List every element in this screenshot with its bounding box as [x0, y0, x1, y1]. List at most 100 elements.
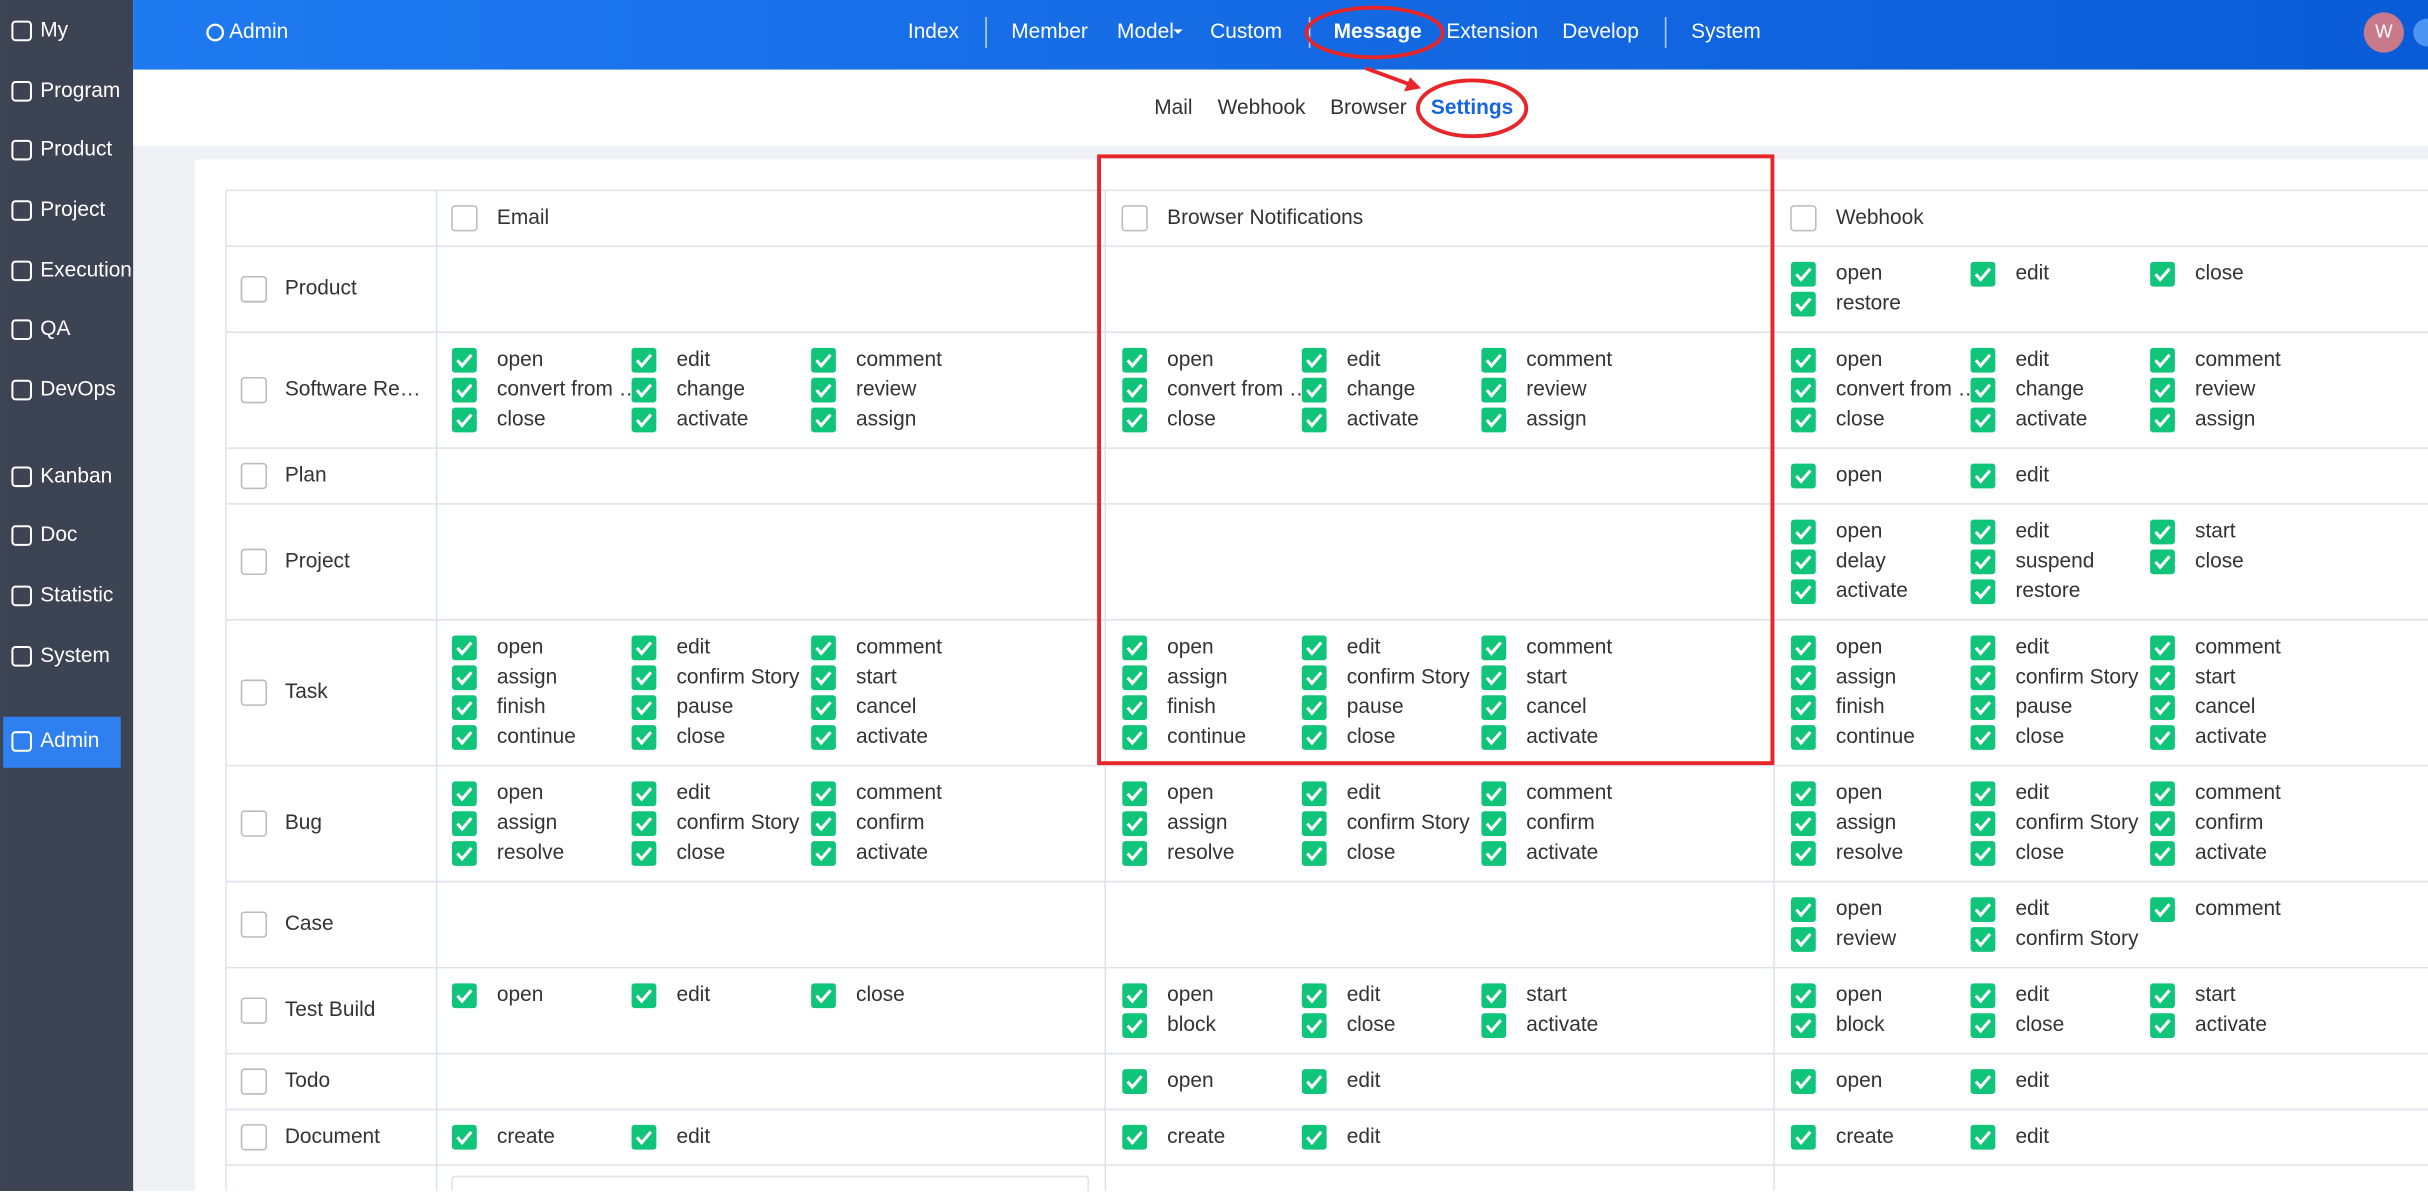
menu-item[interactable]: Program [40, 79, 120, 102]
checkbox[interactable] [1301, 1069, 1327, 1094]
checkbox[interactable] [631, 811, 657, 836]
subnav-item[interactable]: Webhook [1218, 96, 1306, 119]
checkbox[interactable] [1970, 1013, 1996, 1038]
checkbox[interactable] [1791, 1069, 1816, 1094]
menu-item[interactable]: Kanban [40, 464, 112, 487]
checkbox[interactable] [1791, 549, 1816, 575]
checkbox[interactable] [2150, 549, 2175, 575]
checkbox[interactable] [1301, 347, 1327, 373]
checkbox[interactable] [1481, 983, 1507, 1009]
checkbox[interactable] [452, 347, 477, 373]
checkbox[interactable] [1481, 811, 1507, 836]
nav-item[interactable]: Model [1117, 20, 1174, 43]
checkbox[interactable] [2150, 377, 2175, 403]
checkbox[interactable] [1970, 261, 1996, 287]
checkbox[interactable] [2150, 407, 2175, 433]
checkbox[interactable] [2150, 261, 2175, 287]
checkbox[interactable] [240, 1124, 268, 1151]
checkbox[interactable] [1301, 635, 1327, 661]
checkbox[interactable] [1481, 841, 1507, 866]
checkbox[interactable] [811, 781, 836, 807]
checkbox[interactable] [240, 997, 268, 1024]
checkbox[interactable] [1481, 725, 1507, 750]
checkbox[interactable] [811, 983, 836, 1009]
checkbox[interactable] [631, 695, 657, 721]
checkbox[interactable] [1970, 897, 1996, 923]
checkbox[interactable] [1791, 665, 1816, 691]
checkbox[interactable] [1791, 1124, 1816, 1150]
checkbox[interactable] [1970, 1124, 1996, 1150]
checkbox[interactable] [240, 810, 268, 837]
checkbox[interactable] [452, 841, 477, 866]
menu-item[interactable]: Product [40, 138, 112, 161]
checkbox[interactable] [1791, 635, 1816, 661]
checkbox[interactable] [1791, 407, 1816, 433]
checkbox[interactable] [1970, 347, 1996, 373]
avatar[interactable] [2363, 12, 2404, 53]
nav-item[interactable]: Index [908, 20, 960, 43]
checkbox[interactable] [631, 377, 657, 403]
checkbox[interactable] [1970, 983, 1996, 1009]
checkbox[interactable] [1122, 695, 1148, 721]
checkbox[interactable] [1970, 635, 1996, 661]
nav-item[interactable]: Develop [1562, 20, 1639, 43]
checkbox[interactable] [451, 205, 478, 232]
checkbox[interactable] [240, 1068, 268, 1095]
checkbox[interactable] [811, 407, 836, 433]
checkbox[interactable] [1970, 377, 1996, 403]
checkbox[interactable] [2150, 983, 2175, 1009]
checkbox[interactable] [1970, 549, 1996, 575]
checkbox[interactable] [631, 983, 657, 1009]
checkbox[interactable] [452, 665, 477, 691]
checkbox[interactable] [1791, 261, 1816, 287]
checkbox[interactable] [240, 911, 268, 938]
checkbox[interactable] [1970, 725, 1996, 750]
checkbox[interactable] [811, 841, 836, 866]
checkbox[interactable] [2150, 811, 2175, 836]
checkbox[interactable] [1301, 1124, 1327, 1150]
checkbox[interactable] [240, 276, 268, 303]
checkbox[interactable] [240, 377, 268, 404]
checkbox[interactable] [1122, 841, 1148, 866]
checkbox[interactable] [1481, 377, 1507, 403]
checkbox[interactable] [1301, 781, 1327, 807]
checkbox[interactable] [2150, 725, 2175, 750]
checkbox[interactable] [1970, 665, 1996, 691]
checkbox[interactable] [1790, 205, 1817, 232]
checkbox[interactable] [1791, 1013, 1816, 1038]
checkbox[interactable] [1481, 665, 1507, 691]
checkbox[interactable] [811, 725, 836, 750]
checkbox[interactable] [240, 462, 268, 490]
menu-item[interactable]: QA [40, 317, 70, 340]
menu-item[interactable]: System [40, 644, 110, 667]
checkbox[interactable] [1301, 841, 1327, 866]
checkbox[interactable] [1122, 635, 1148, 661]
nav-item[interactable]: Message [1334, 20, 1422, 43]
checkbox[interactable] [452, 811, 477, 836]
checkbox[interactable] [1791, 291, 1816, 317]
input-box[interactable] [451, 1175, 1090, 1196]
checkbox[interactable] [1481, 347, 1507, 373]
nav-item[interactable]: Extension [1446, 20, 1538, 43]
menu-item[interactable]: Execution [40, 258, 132, 281]
checkbox[interactable] [2150, 897, 2175, 923]
checkbox[interactable] [1301, 983, 1327, 1009]
subnav-item[interactable]: Settings [1431, 96, 1513, 119]
checkbox[interactable] [452, 635, 477, 661]
checkbox[interactable] [1481, 1013, 1507, 1038]
checkbox[interactable] [1301, 1013, 1327, 1038]
checkbox[interactable] [240, 679, 268, 706]
checkbox[interactable] [1122, 1069, 1148, 1094]
checkbox[interactable] [1122, 811, 1148, 836]
checkbox[interactable] [1481, 781, 1507, 807]
checkbox[interactable] [1791, 983, 1816, 1009]
checkbox[interactable] [631, 635, 657, 661]
checkbox[interactable] [1791, 579, 1816, 605]
checkbox[interactable] [1481, 407, 1507, 433]
nav-item[interactable]: Custom [1210, 20, 1282, 43]
checkbox[interactable] [452, 983, 477, 1009]
checkbox[interactable] [631, 665, 657, 691]
checkbox[interactable] [1791, 725, 1816, 750]
checkbox[interactable] [1301, 695, 1327, 721]
checkbox[interactable] [1122, 1124, 1148, 1150]
